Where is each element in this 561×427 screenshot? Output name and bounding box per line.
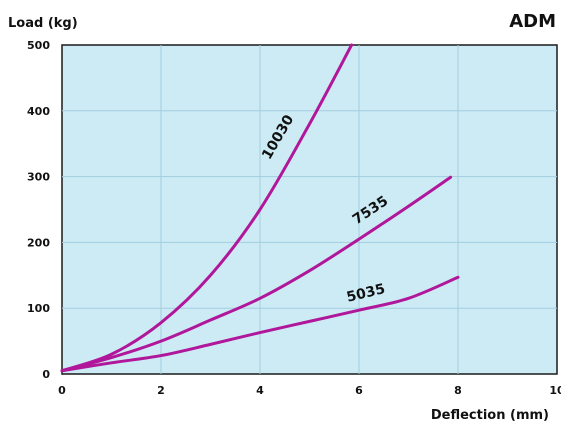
brand-label: ADM (509, 11, 556, 32)
x-tick-label: 8 (454, 384, 462, 397)
y-tick-label: 500 (27, 39, 50, 52)
x-tick-label: 4 (256, 384, 264, 397)
y-axis-ticks: 0 100 200 300 400 500 (27, 39, 50, 381)
grid (62, 45, 557, 374)
y-tick-label: 200 (27, 236, 50, 249)
series-line-7535 (60, 175, 453, 373)
series-line-10030 (60, 43, 354, 373)
y-tick-label: 100 (27, 302, 50, 315)
y-tick-label: 0 (42, 368, 50, 381)
series-line-5035 (60, 275, 460, 373)
y-tick-label: 400 (27, 105, 50, 118)
x-axis-ticks: 0 2 4 6 8 10 (58, 384, 561, 397)
x-tick-label: 6 (355, 384, 363, 397)
x-axis-title: Deflection (mm) (431, 408, 549, 423)
y-axis-title: Load (kg) (8, 16, 78, 31)
x-tick-label: 0 (58, 384, 66, 397)
x-tick-label: 2 (157, 384, 165, 397)
y-tick-label: 300 (27, 171, 50, 184)
plot-area (61, 44, 558, 375)
x-tick-label: 10 (549, 384, 561, 397)
